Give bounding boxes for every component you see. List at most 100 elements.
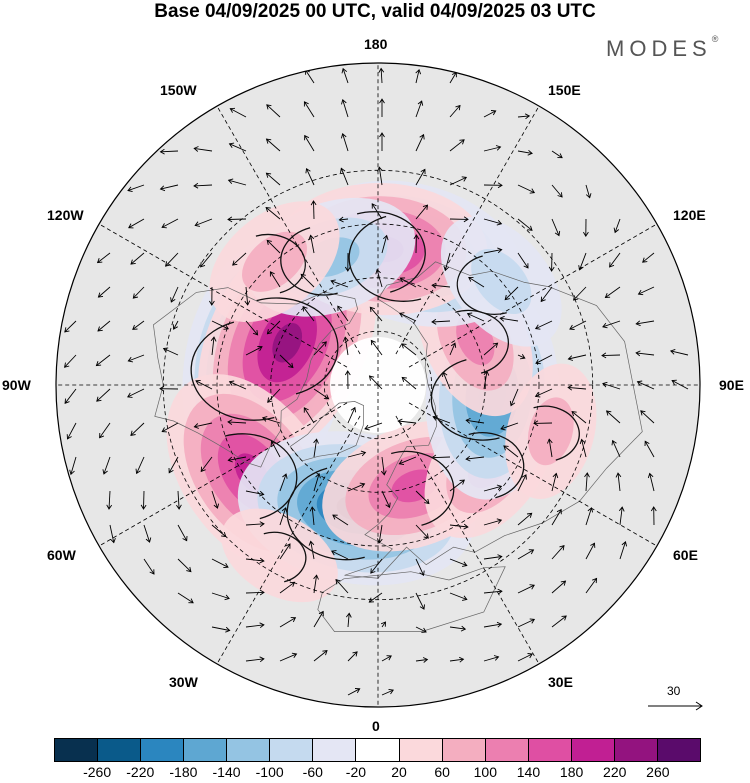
wind-vector-head <box>431 318 437 325</box>
wind-vector-head <box>375 268 381 275</box>
wind-vector <box>483 623 502 628</box>
wind-vector <box>466 419 485 424</box>
streamline <box>430 359 500 441</box>
wind-vector-head <box>337 305 343 311</box>
colorbar-swatch <box>184 739 228 761</box>
wind-vector-head <box>529 618 536 624</box>
wind-vector <box>306 168 315 186</box>
wind-vector <box>302 306 315 322</box>
wind-vector-head <box>232 260 238 266</box>
wind-vector-head <box>496 518 503 524</box>
wind-vector <box>381 235 388 254</box>
wind-vector-head <box>461 176 468 182</box>
wind-vector-head <box>354 688 361 694</box>
wind-vector <box>449 479 465 492</box>
wind-vector-head <box>69 469 75 476</box>
wind-vector <box>313 473 320 492</box>
wind-vector <box>585 184 591 198</box>
wind-vector-head <box>302 306 308 312</box>
wind-vector <box>128 218 145 229</box>
wind-vector <box>637 381 655 390</box>
wind-vector <box>342 99 349 118</box>
wind-vector-head <box>417 100 424 106</box>
wind-vector-head <box>304 134 310 141</box>
wind-vector-head <box>159 185 166 192</box>
wind-vector <box>266 239 281 254</box>
wind-vector-head <box>135 468 141 475</box>
wind-vector-head <box>340 167 346 173</box>
wind-vector <box>193 184 213 187</box>
wind-vector <box>344 337 349 356</box>
wind-vector <box>602 320 621 328</box>
wind-vector-head <box>613 227 620 234</box>
wind-vector <box>130 422 145 436</box>
wind-vector-head <box>669 348 676 355</box>
wind-vector-head <box>285 543 291 549</box>
wind-vector-head <box>422 204 429 210</box>
reference-vector-arrow <box>648 701 703 711</box>
wind-vector <box>640 410 655 424</box>
wind-vector-head <box>528 549 535 555</box>
wind-vector <box>617 473 621 492</box>
wind-vector <box>271 440 281 458</box>
wind-vector <box>415 592 425 610</box>
streamlines <box>190 211 580 583</box>
wind-vector-head <box>350 406 357 413</box>
wind-vector <box>671 380 689 390</box>
wind-vector-head <box>315 472 321 479</box>
wind-vector <box>483 218 502 225</box>
colorbar-tick-label: 60 <box>434 764 450 780</box>
wind-vector <box>339 218 349 221</box>
wind-vector-head <box>490 110 497 116</box>
wind-vector-head <box>585 193 592 199</box>
wind-vector <box>381 456 385 475</box>
wind-vector-head <box>521 474 527 480</box>
wind-vector <box>245 624 264 628</box>
wind-vector <box>444 252 451 271</box>
wind-vector-head <box>303 101 309 107</box>
wind-vector-head <box>99 432 105 439</box>
wind-vector-head <box>504 294 510 301</box>
wind-vector <box>432 284 451 288</box>
wind-vector-head <box>310 200 317 206</box>
wind-vector-head <box>421 627 427 633</box>
wind-vector <box>347 452 366 458</box>
wind-vector-head <box>640 410 646 416</box>
streamline <box>455 309 509 374</box>
wind-vector-head <box>127 356 133 363</box>
wind-vector-head <box>579 438 586 445</box>
wind-vector-head <box>601 352 607 359</box>
wind-vector <box>468 277 485 288</box>
wind-vector-head <box>308 540 315 546</box>
wind-vector <box>636 352 655 356</box>
wind-vector <box>313 575 318 594</box>
wind-vector-head <box>227 178 234 185</box>
wind-vector-head <box>398 459 405 466</box>
wind-vector-head <box>266 104 272 110</box>
wind-vector-head <box>583 231 589 237</box>
wind-vector-head <box>193 182 199 189</box>
wind-vector <box>517 618 535 628</box>
anomaly-contour-band <box>527 397 574 466</box>
wind-vector <box>347 613 350 628</box>
wind-vector-head <box>557 153 563 159</box>
wind-vector-head <box>527 653 533 659</box>
wind-vector <box>229 143 247 152</box>
lon-label-120w: 120W <box>47 207 84 223</box>
wind-vector <box>381 655 392 662</box>
wind-vector-head <box>466 312 473 318</box>
wind-vector-head <box>635 320 641 327</box>
wind-vector <box>540 286 553 302</box>
wind-vector-head <box>460 625 467 632</box>
lon-label-30e: 30E <box>548 674 573 690</box>
wind-vector-head <box>635 350 641 357</box>
wind-vector <box>161 218 179 228</box>
wind-vector <box>211 592 230 599</box>
wind-vector-head <box>225 626 231 633</box>
wind-vector <box>535 388 553 397</box>
wind-vector <box>64 354 77 368</box>
wind-vector <box>415 558 425 576</box>
wind-vector-head <box>535 359 541 365</box>
wind-vector <box>551 184 563 198</box>
wind-vector-head <box>557 192 563 198</box>
